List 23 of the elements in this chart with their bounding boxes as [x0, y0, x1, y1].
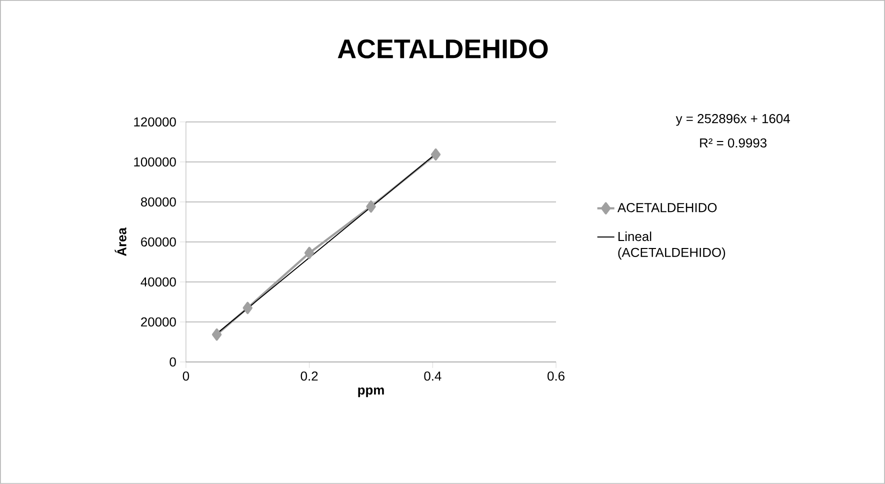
- y-tick-label: 100000: [134, 157, 176, 167]
- x-tick-label: 0.4: [424, 372, 442, 381]
- point: [366, 200, 376, 213]
- point: [430, 148, 441, 161]
- y-tick-label: 60000: [141, 237, 176, 247]
- y-tick-label: 120000: [134, 117, 176, 127]
- point: [242, 302, 252, 314]
- y-tick-label: 40000: [140, 277, 176, 287]
- x-tick-label: 0.2: [300, 372, 318, 381]
- legend-label: ACETALDEHIDO: [617, 203, 717, 212]
- y-tick-label: 20000: [141, 317, 176, 327]
- x-axis-title: ppm: [358, 388, 384, 398]
- legend-label: Lineal (ACETALDEHIDO): [618, 232, 726, 260]
- x-tick-label: 0: [182, 372, 190, 381]
- chart-title: ACETALDEHIDO: [338, 39, 548, 58]
- point: [304, 246, 314, 260]
- y-tick-label: 80000: [140, 197, 176, 207]
- text: R² = 0.9993: [700, 138, 767, 148]
- y-axis-title: Área: [114, 228, 126, 256]
- point: [212, 328, 222, 341]
- y-tick-label: 0: [170, 357, 176, 367]
- x-tick-label: 0.6: [548, 372, 564, 381]
- text: y = 252896x + 1604: [676, 114, 790, 126]
